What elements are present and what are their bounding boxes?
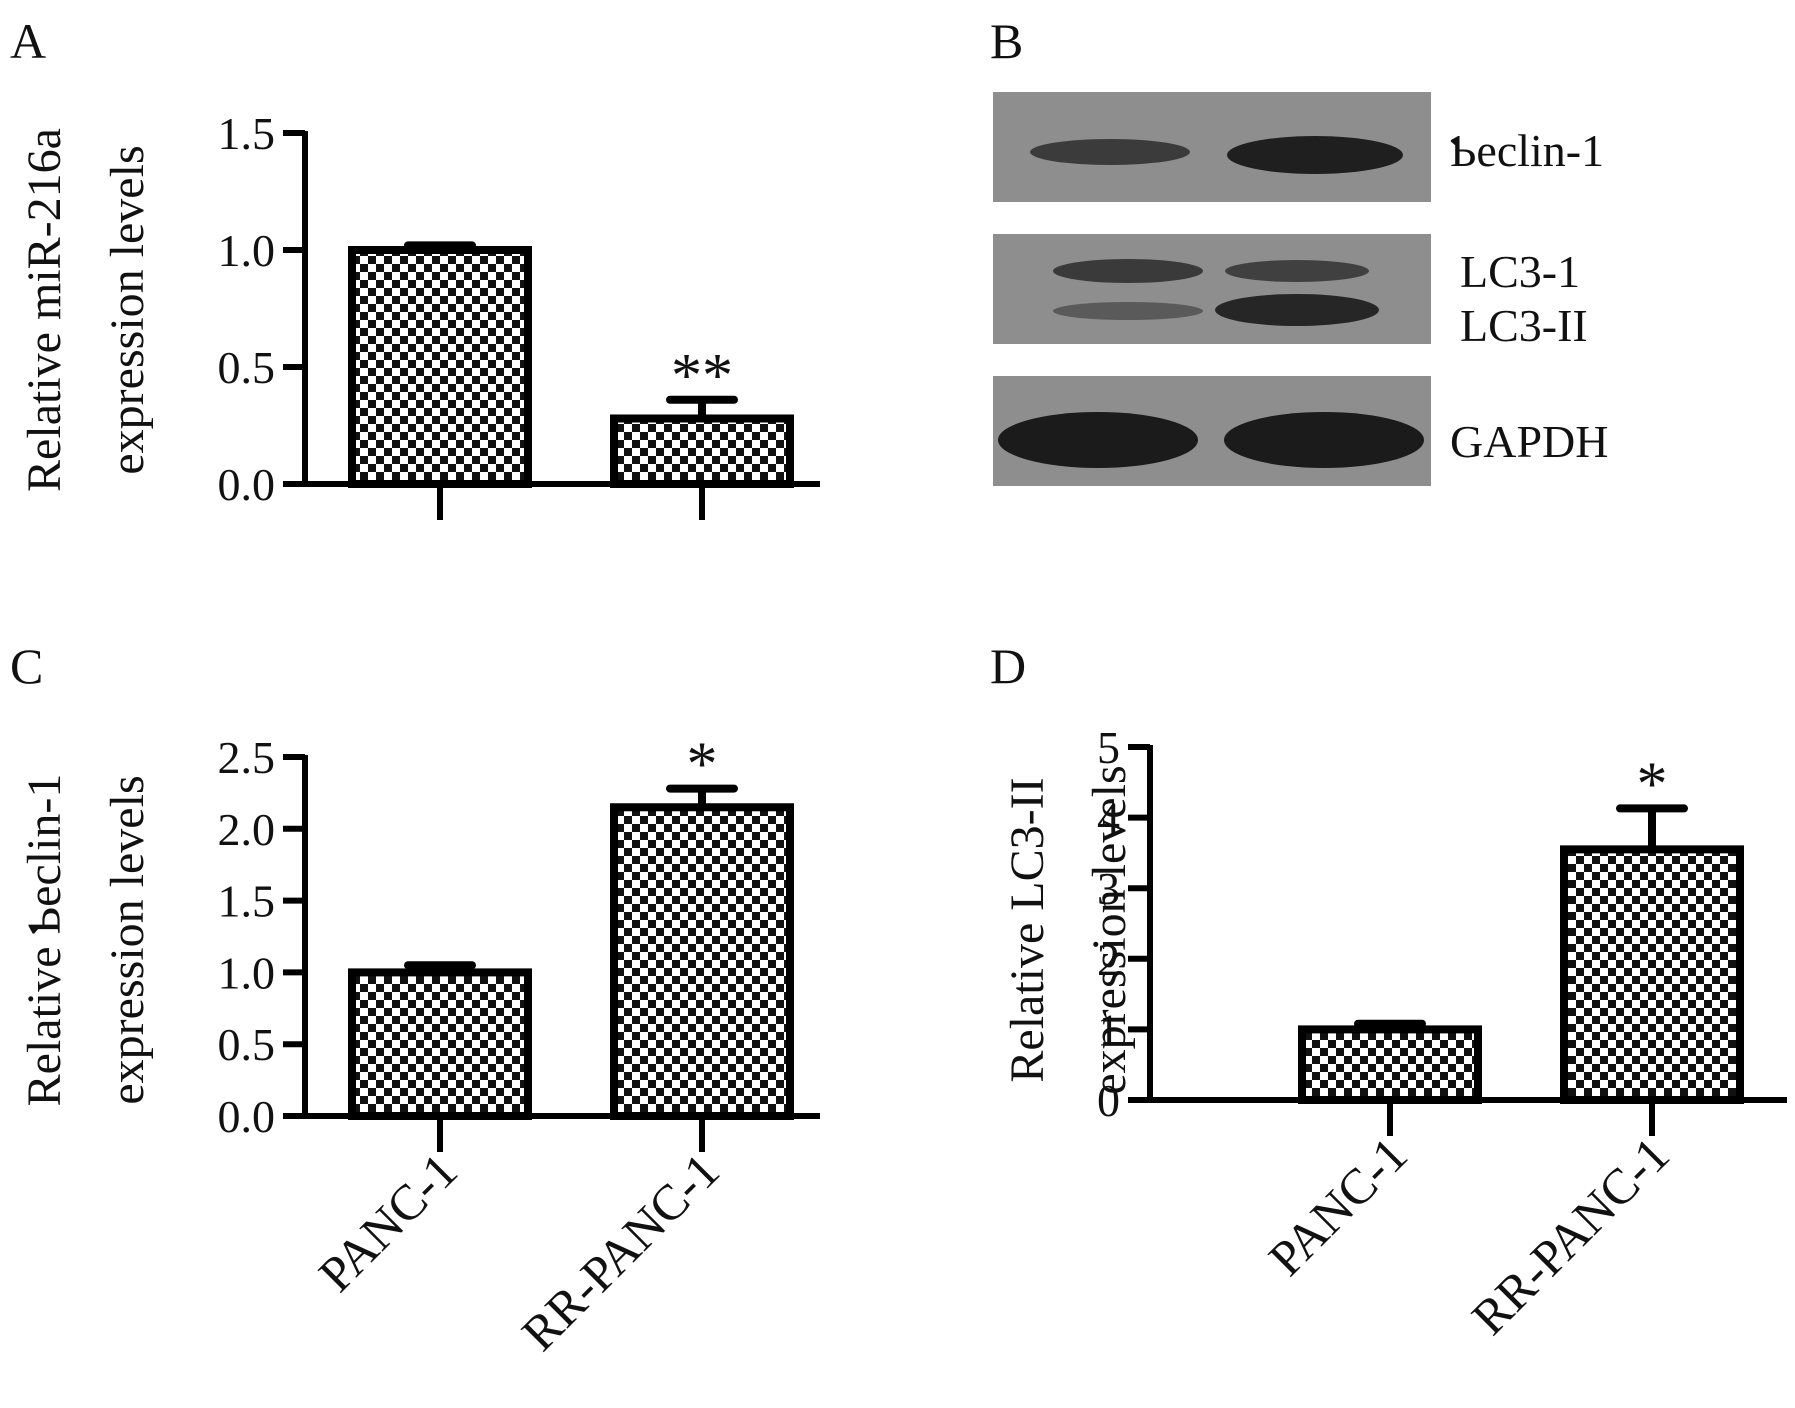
y-tick-label: 3 bbox=[1097, 863, 1120, 914]
y-tick-label: 5 bbox=[1097, 722, 1120, 773]
western-blot-panel: Ƅeclin-1 LC3-1 LC3-II GAPDH bbox=[993, 92, 1608, 486]
y-tick-label: 4 bbox=[1097, 793, 1120, 844]
y-axis-title: Relative miR-216a bbox=[18, 128, 71, 492]
y-tick-label: 2 bbox=[1097, 934, 1120, 985]
blot-label-gapdh: GAPDH bbox=[1450, 416, 1608, 467]
y-axis-title: expression levels bbox=[101, 775, 154, 1104]
blot-label-lc3-1: LC3-1 bbox=[1460, 246, 1580, 297]
blot-band bbox=[1215, 294, 1379, 326]
bar-panc-1 bbox=[348, 968, 532, 1121]
y-axis-title: Relative LC3-II bbox=[1001, 777, 1054, 1082]
y-tick-label: 1.5 bbox=[218, 108, 276, 159]
x-tick-label: PANC-1 bbox=[308, 1142, 468, 1302]
y-tick-label: 0.5 bbox=[218, 1019, 276, 1070]
y-tick-label: 0.0 bbox=[218, 459, 276, 510]
y-axis-title: expression levels bbox=[101, 145, 154, 474]
y-tick-label: 1 bbox=[1097, 1004, 1120, 1055]
panel-letter-b: B bbox=[990, 13, 1023, 69]
significance-marker: * bbox=[687, 731, 718, 799]
bar-rr-panc-1 bbox=[610, 414, 794, 489]
y-tick-label: 1.0 bbox=[218, 947, 276, 998]
chart-panel-d: * 0 1 2 3 4 5 PANC-1 RR-PANC-1 Relative LC3-II exp… bbox=[1001, 722, 1787, 1345]
blot-band bbox=[998, 412, 1198, 468]
y-tick-label: 2.0 bbox=[218, 804, 276, 855]
panel-letter-a: A bbox=[10, 13, 46, 69]
blot-band bbox=[1224, 412, 1424, 468]
significance-marker: ** bbox=[671, 342, 733, 410]
bar-rr-panc-1 bbox=[1560, 845, 1744, 1104]
x-tick-label: PANC-1 bbox=[1258, 1126, 1418, 1286]
panel-letter-c: C bbox=[10, 638, 43, 694]
y-tick-label: 1.5 bbox=[218, 876, 276, 927]
blot-label-beclin: Ƅeclin-1 bbox=[1450, 125, 1604, 176]
chart-panel-a: ** 0.0 0.5 1.0 1.5 Relative miR-216a expressio… bbox=[18, 108, 820, 520]
y-tick-label: 0 bbox=[1097, 1075, 1120, 1126]
panel-letter-d: D bbox=[990, 638, 1026, 694]
blot-band bbox=[1225, 260, 1369, 282]
blot-strip-gapdh bbox=[993, 376, 1431, 486]
blot-band bbox=[1053, 259, 1203, 283]
blot-strip-beclin bbox=[993, 92, 1431, 202]
y-tick-label: 0.0 bbox=[218, 1091, 276, 1142]
bar-panc-1 bbox=[348, 246, 532, 488]
y-tick-label: 2.5 bbox=[218, 732, 276, 783]
chart-panel-c: * 0.0 0.5 1.0 1.5 2.0 2.5 PANC-1 RR-PANC-1 Relati… bbox=[18, 731, 820, 1361]
x-tick-label: RR-PANC-1 bbox=[511, 1142, 730, 1361]
bar-panc-1 bbox=[1298, 1025, 1482, 1105]
x-tick-label: RR-PANC-1 bbox=[1461, 1126, 1680, 1345]
y-axis-title: Relative Ƅeclin-1 bbox=[18, 774, 71, 1107]
blot-band bbox=[1053, 302, 1203, 320]
blot-band bbox=[1227, 136, 1403, 174]
blot-strip-lc3 bbox=[993, 234, 1431, 344]
y-tick-label: 1.0 bbox=[218, 225, 276, 276]
y-axis-title: expression levels bbox=[1083, 765, 1136, 1094]
blot-band bbox=[1030, 139, 1190, 165]
significance-marker: * bbox=[1637, 750, 1668, 818]
blot-label-lc3-ii: LC3-II bbox=[1460, 300, 1588, 351]
y-tick-label: 0.5 bbox=[218, 342, 276, 393]
bar-rr-panc-1 bbox=[610, 803, 794, 1120]
